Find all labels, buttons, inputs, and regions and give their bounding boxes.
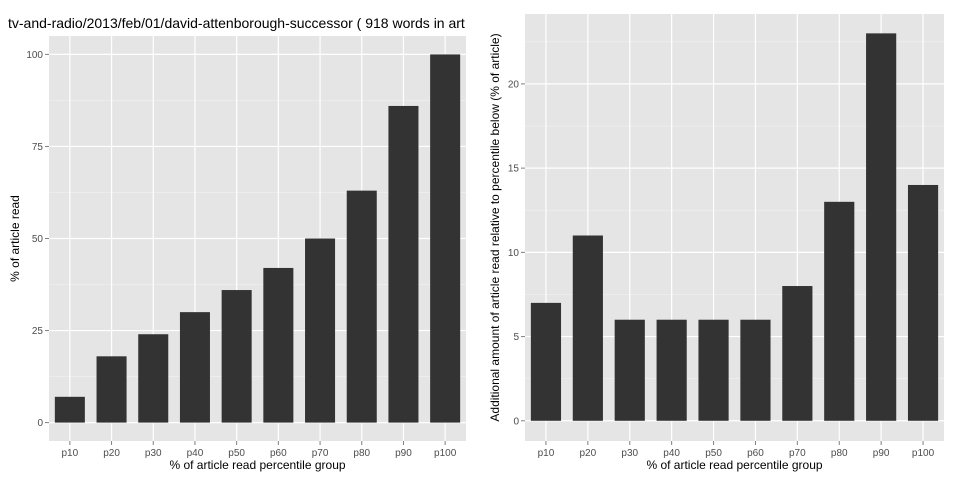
bar-p90: [866, 33, 897, 421]
bar-p10: [530, 302, 562, 421]
bar-p40: [179, 312, 210, 423]
x-tick-label: p100: [434, 448, 457, 459]
x-tick-label: p20: [103, 448, 120, 459]
y-tick-label: 50: [32, 234, 44, 245]
bar-p70: [782, 286, 813, 421]
x-tick-label: p60: [747, 448, 764, 459]
y-tick-label: 0: [37, 418, 43, 429]
x-tick-label: p80: [831, 448, 848, 459]
y-tick-label: 5: [513, 332, 519, 343]
bar-p50: [221, 290, 252, 423]
y-axis-label: Additional amount of article read relati…: [488, 33, 502, 421]
x-tick-label: p30: [145, 448, 162, 459]
bar-p80: [824, 201, 855, 421]
y-tick-label: 25: [32, 326, 44, 337]
chart-title: tv-and-radio/2013/feb/01/david-attenboro…: [8, 15, 465, 31]
bar-p30: [138, 334, 169, 423]
x-tick-label: p10: [62, 448, 79, 459]
x-tick-label: p80: [353, 448, 370, 459]
bar-p50: [698, 319, 729, 421]
bar-p10: [54, 396, 85, 423]
x-tick-label: p70: [312, 448, 329, 459]
x-tick-label: p10: [538, 448, 555, 459]
bar-p100: [430, 54, 461, 423]
y-tick-label: 15: [508, 164, 520, 175]
y-tick-label: 10: [508, 248, 520, 259]
x-tick-label: p50: [228, 448, 245, 459]
y-tick-label: 100: [26, 50, 43, 61]
x-tick-label: p90: [395, 448, 412, 459]
bar-p80: [346, 190, 377, 423]
bar-p100: [907, 184, 939, 421]
y-axis-label: % of article read: [8, 195, 22, 282]
x-tick-label: p70: [789, 448, 806, 459]
x-tick-label: p90: [873, 448, 890, 459]
y-tick-label: 20: [508, 79, 520, 90]
right-chart: 0 5 10 15 20 p10 p20 p30 p40 p50 p60 p70 p80 p90 p100%…: [488, 14, 944, 472]
x-tick-label: p100: [912, 448, 935, 459]
bar-p60: [740, 319, 771, 421]
x-tick-label: p60: [270, 448, 287, 459]
x-axis-label: % of article read percentile group: [646, 458, 822, 472]
bar-p30: [614, 319, 645, 421]
x-axis-label: % of article read percentile group: [169, 458, 345, 472]
bar-p20: [96, 356, 127, 423]
left-chart: 0 25 50 75 100 p10 p20 p30 p40 p50 p60 p70 p80 p90 p10…: [8, 36, 466, 472]
bar-p70: [305, 238, 336, 423]
x-tick-label: p40: [663, 448, 680, 459]
x-tick-label: p40: [187, 448, 204, 459]
bar-p20: [572, 235, 603, 421]
y-tick-label: 0: [513, 416, 519, 427]
x-tick-label: p50: [705, 448, 722, 459]
bar-p90: [388, 105, 419, 423]
bar-p60: [263, 267, 294, 423]
y-tick-label: 75: [32, 142, 44, 153]
x-tick-label: p30: [621, 448, 638, 459]
x-tick-label: p20: [580, 448, 597, 459]
bar-p40: [656, 319, 687, 421]
